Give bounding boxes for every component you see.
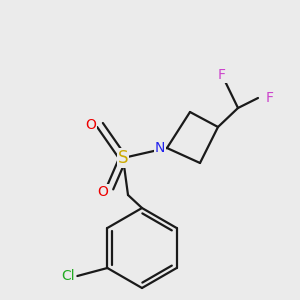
Text: O: O: [97, 185, 108, 199]
Text: O: O: [85, 118, 96, 132]
Text: Cl: Cl: [62, 269, 75, 283]
Text: F: F: [266, 91, 274, 105]
Text: S: S: [118, 149, 128, 167]
Text: N: N: [154, 141, 165, 155]
Text: F: F: [218, 68, 226, 82]
